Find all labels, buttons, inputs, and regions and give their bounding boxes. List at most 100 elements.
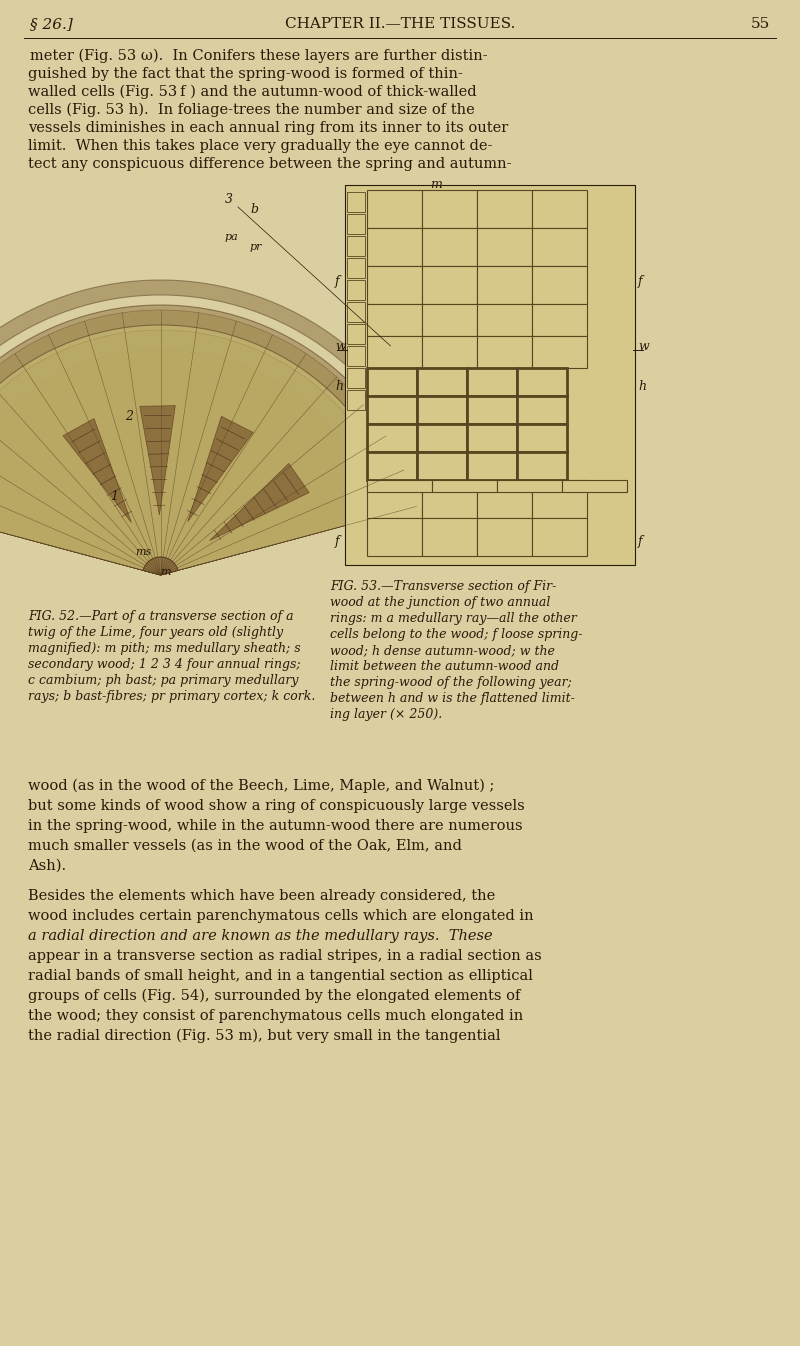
Wedge shape (26, 435, 296, 575)
Bar (517, 452, 567, 481)
Text: f: f (335, 275, 340, 288)
Polygon shape (63, 419, 131, 522)
Bar (477, 518, 532, 556)
Bar (562, 481, 627, 493)
Text: w: w (638, 341, 649, 353)
Bar (532, 304, 587, 336)
Text: m: m (430, 178, 442, 191)
Bar (517, 396, 567, 424)
Bar (367, 190, 422, 227)
Text: pa: pa (225, 232, 238, 242)
Text: pr: pr (250, 242, 262, 252)
Text: f: f (638, 275, 642, 288)
Text: radial bands of small height, and in a tangential section as elliptical: radial bands of small height, and in a t… (28, 969, 533, 983)
Bar (477, 190, 532, 227)
Bar (367, 481, 422, 518)
Text: appear in a transverse section as radial stripes, in a radial section as: appear in a transverse section as radial… (28, 949, 542, 962)
Text: wood includes certain parenchymatous cells which are elongated in: wood includes certain parenchymatous cel… (28, 909, 534, 923)
Bar (467, 452, 517, 481)
Bar (422, 267, 477, 304)
Bar (532, 481, 587, 518)
Text: 55: 55 (750, 17, 770, 31)
Bar (467, 396, 517, 424)
Text: cells (Fig. 53 h).  In foliage-trees the number and size of the: cells (Fig. 53 h). In foliage-trees the … (28, 102, 474, 117)
Bar (367, 481, 432, 493)
Bar (345, 184, 635, 565)
Bar (532, 267, 587, 304)
Bar (367, 267, 422, 304)
Text: f: f (638, 534, 642, 548)
Text: twig of the Lime, four years old (slightly: twig of the Lime, four years old (slight… (28, 626, 283, 639)
Bar (367, 452, 417, 481)
Text: 2: 2 (125, 411, 133, 423)
Bar (367, 396, 417, 424)
Text: 3: 3 (225, 192, 233, 206)
Wedge shape (0, 350, 378, 575)
Text: vessels diminishes in each annual ring from its inner to its outer: vessels diminishes in each annual ring f… (28, 121, 508, 135)
Bar (532, 190, 587, 227)
Text: the wood; they consist of parenchymatous cells much elongated in: the wood; they consist of parenchymatous… (28, 1010, 523, 1023)
Text: secondary wood; 1 2 3 4 four annual rings;: secondary wood; 1 2 3 4 four annual ring… (28, 658, 301, 672)
Bar (367, 304, 422, 336)
Bar (532, 518, 587, 556)
Bar (422, 304, 477, 336)
Bar (497, 481, 562, 493)
Text: rings: m a medullary ray—all the other: rings: m a medullary ray—all the other (330, 612, 577, 625)
Text: b: b (250, 203, 258, 215)
Text: ms: ms (135, 546, 151, 557)
Bar (347, 280, 365, 300)
Bar (532, 227, 587, 267)
Wedge shape (0, 310, 417, 575)
Bar (422, 227, 477, 267)
Wedge shape (0, 330, 397, 575)
Text: rays; b bast-fibres; pr primary cortex; k cork.: rays; b bast-fibres; pr primary cortex; … (28, 690, 315, 703)
Bar (432, 481, 497, 493)
Bar (422, 518, 477, 556)
Wedge shape (0, 280, 446, 502)
Bar (477, 336, 532, 367)
Wedge shape (59, 470, 262, 575)
Text: wood at the junction of two annual: wood at the junction of two annual (330, 596, 550, 608)
Wedge shape (102, 516, 218, 575)
Bar (347, 390, 365, 411)
Bar (417, 452, 467, 481)
Text: FIG. 52.—Part of a transverse section of a: FIG. 52.—Part of a transverse section of… (28, 610, 294, 623)
Bar (477, 304, 532, 336)
Bar (422, 336, 477, 367)
Wedge shape (143, 557, 178, 575)
Text: ing layer (× 250).: ing layer (× 250). (330, 708, 442, 721)
Text: guished by the fact that the spring-wood is formed of thin-: guished by the fact that the spring-wood… (28, 67, 463, 81)
Polygon shape (188, 416, 253, 521)
Text: the spring-wood of the following year;: the spring-wood of the following year; (330, 676, 572, 689)
Bar (347, 302, 365, 322)
Text: CHAPTER II.—THE TISSUES.: CHAPTER II.—THE TISSUES. (285, 17, 515, 31)
Wedge shape (0, 306, 422, 510)
Wedge shape (0, 405, 325, 575)
Text: wood; h dense autumn-wood; w the: wood; h dense autumn-wood; w the (330, 643, 555, 657)
Bar (347, 346, 365, 366)
Bar (347, 367, 365, 388)
Bar (30, 184, 320, 604)
Bar (422, 481, 477, 518)
Text: walled cells (Fig. 53 f ) and the autumn-wood of thick-walled: walled cells (Fig. 53 f ) and the autumn… (28, 85, 477, 100)
Bar (347, 236, 365, 256)
Bar (417, 396, 467, 424)
Bar (347, 324, 365, 345)
Bar (367, 336, 422, 367)
Text: magnified): m pith; ms medullary sheath; s: magnified): m pith; ms medullary sheath;… (28, 642, 301, 656)
Bar (347, 214, 365, 234)
Text: § 26.]: § 26.] (30, 17, 73, 31)
Text: Ash).: Ash). (28, 859, 66, 874)
Bar (517, 367, 567, 396)
Text: groups of cells (Fig. 54), surrounded by the elongated elements of: groups of cells (Fig. 54), surrounded by… (28, 988, 520, 1003)
Polygon shape (210, 463, 309, 541)
Text: w: w (335, 341, 346, 353)
Bar (417, 367, 467, 396)
Text: limit.  When this takes place very gradually the eye cannot de-: limit. When this takes place very gradua… (28, 139, 492, 153)
Text: h: h (335, 380, 343, 393)
Text: c cambium; ph bast; pa primary medullary: c cambium; ph bast; pa primary medullary (28, 674, 298, 686)
Text: in the spring-wood, while in the autumn-wood there are numerous: in the spring-wood, while in the autumn-… (28, 818, 522, 833)
Text: but some kinds of wood show a ring of conspicuously large vessels: but some kinds of wood show a ring of co… (28, 800, 525, 813)
Bar (477, 481, 532, 518)
Bar (367, 227, 422, 267)
